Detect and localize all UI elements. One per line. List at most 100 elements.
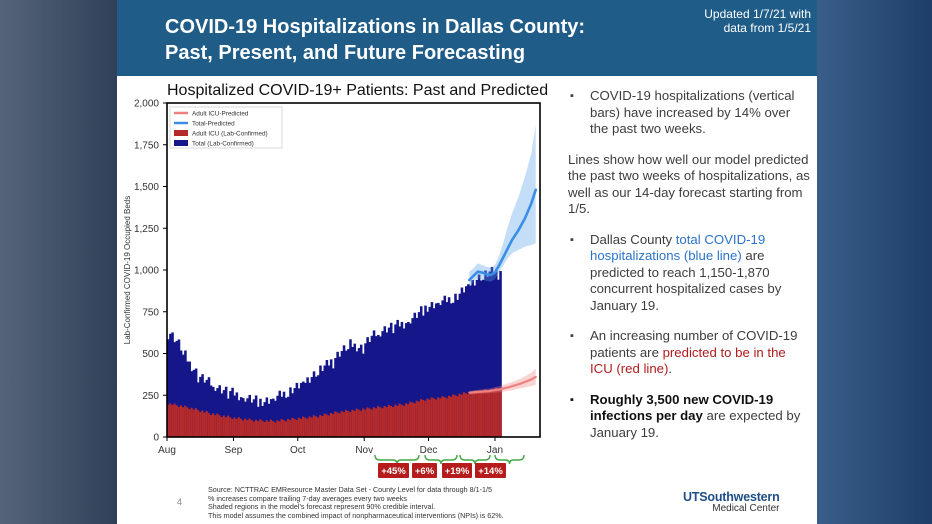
bar-total [434, 303, 438, 437]
bar-total [252, 399, 256, 437]
bar-icu [171, 405, 174, 437]
bar-total [362, 353, 365, 437]
bar-icu [199, 412, 202, 437]
bar-total [432, 308, 436, 437]
bar-total [220, 393, 224, 437]
bar-total [235, 392, 239, 437]
total-predicted-band [469, 124, 536, 287]
bar-icu [167, 404, 170, 437]
bar-icu [188, 409, 191, 437]
growth-brace [459, 454, 491, 465]
y-tick-label: 1,000 [134, 266, 159, 277]
legend-label: Total-Predicted [192, 121, 235, 128]
bullet-4-post: are expected by January 19. [590, 408, 801, 440]
bar-icu [417, 401, 421, 437]
bar-icu [407, 404, 410, 437]
bar-icu [175, 405, 179, 437]
bar-icu [477, 392, 481, 437]
bar-icu [227, 415, 230, 437]
bar-icu [302, 416, 305, 437]
bar-total [422, 315, 425, 437]
bar-icu [344, 409, 348, 437]
bar-total [304, 382, 307, 437]
bar-total [413, 312, 417, 437]
bar-total [372, 330, 376, 437]
bar-total [325, 360, 329, 437]
bar-icu [443, 397, 447, 437]
x-tick-label: Jan [487, 445, 503, 456]
bar-total [199, 376, 202, 437]
bar-total [411, 318, 414, 437]
bar-icu [385, 407, 389, 437]
bar-total [338, 356, 342, 437]
bar-icu [233, 417, 236, 437]
bar-total [282, 391, 286, 437]
bar-icu [456, 396, 459, 437]
bar-icu [437, 397, 440, 437]
bar-icu [197, 410, 200, 437]
bar-icu [364, 409, 367, 437]
bar-icu [289, 420, 292, 437]
bar-icu [488, 391, 492, 437]
hospitalization-chart: 0 250 500 750 1,000 1,250 1,500 1,750 2,000 Lab-C… [123, 99, 541, 478]
x-tick-label: Aug [158, 445, 176, 456]
bar-icu [259, 419, 262, 437]
bar-icu [409, 401, 412, 437]
bar-icu [312, 415, 316, 437]
bar-icu [355, 408, 359, 437]
bar-icu [237, 417, 241, 437]
bullet-3: ▪ An increasing number of COVID-19 patien… [570, 328, 798, 376]
bar-total [383, 326, 387, 437]
bullet-2: ▪ Dallas County total COVID-19 hospitaliz… [570, 231, 782, 313]
bar-total [263, 402, 267, 437]
bar-icu [203, 412, 206, 437]
bar-total [299, 382, 303, 437]
bar-icu [467, 394, 470, 437]
bar-icu [304, 417, 307, 437]
bar-total [289, 387, 292, 437]
bar-icu [398, 403, 402, 437]
bar-icu [377, 406, 380, 437]
bar-icu [424, 400, 427, 437]
y-tick-label: 750 [142, 307, 159, 318]
bar-total [437, 302, 440, 437]
bar-total [182, 354, 185, 437]
bar-icu [396, 405, 399, 437]
bar-total [392, 333, 395, 437]
bar-total [464, 286, 468, 437]
bar-icu [220, 417, 224, 437]
y-tick-label: 500 [142, 349, 159, 360]
bar-icu [426, 398, 429, 437]
bar-total [259, 398, 262, 437]
bar-icu [293, 418, 297, 437]
bar-total [477, 274, 481, 437]
bar-icu [464, 393, 468, 437]
bar-total [400, 321, 404, 437]
updated-line2: data from 1/5/21 [723, 21, 811, 35]
ut-southwestern-logo: UTSouthwestern Medical Center [683, 490, 780, 514]
bar-total [194, 368, 198, 437]
model-paragraph: Lines show how well our model predicted … [568, 151, 810, 217]
bar-icu [449, 396, 453, 437]
bar-total [214, 390, 217, 437]
bar-icu [205, 411, 209, 437]
bar-icu [471, 392, 474, 437]
bar-icu [319, 415, 322, 437]
bar-icu [194, 408, 198, 437]
legend-label: Adult ICU (Lab-Confirmed) [192, 131, 268, 138]
bar-total [407, 321, 410, 437]
bar-icu [473, 390, 477, 437]
bar-icu [415, 400, 419, 437]
bar-icu [274, 422, 277, 437]
bar-total [239, 397, 243, 437]
bar-icu [389, 405, 393, 437]
bar-total [370, 335, 374, 437]
footer-line4: This model assumes the combined impact o… [208, 510, 504, 520]
slide-title: COVID-19 Hospitalizations in Dallas Coun… [165, 14, 585, 66]
y-tick-label: 1,250 [134, 224, 159, 235]
bar-total [419, 306, 423, 437]
bar-icu [287, 418, 290, 437]
y-axis-title: Lab-Confirmed COVID-19 Occupied Beds [123, 196, 132, 345]
bar-total [398, 326, 402, 437]
slide-title-line2: Past, Present, and Future Forecasting [165, 42, 526, 64]
